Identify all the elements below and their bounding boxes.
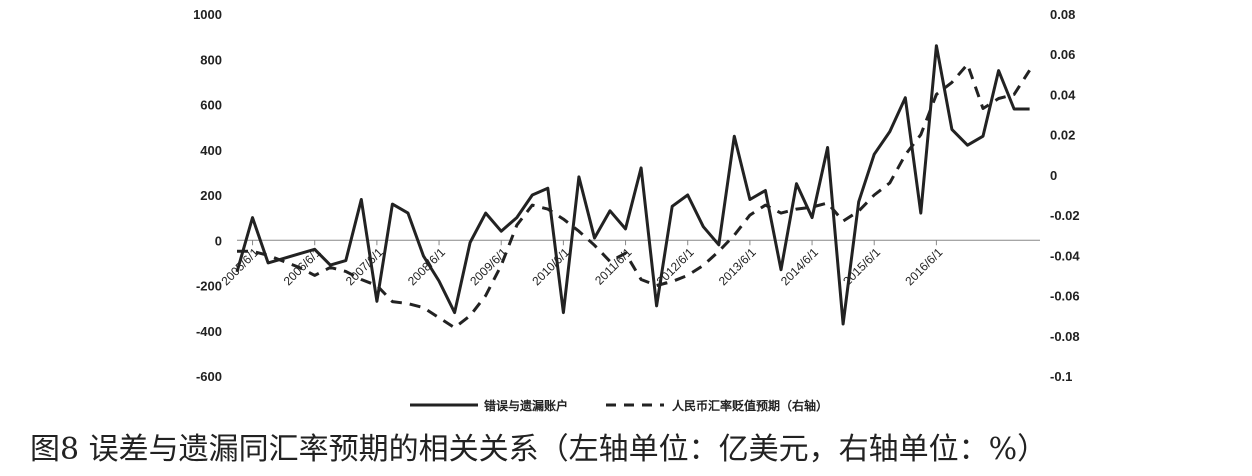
x-tick-label: 2016/6/1 (902, 245, 945, 288)
left-tick-label: -600 (196, 369, 222, 384)
right-tick-label: -0.04 (1050, 248, 1080, 263)
right-tick-label: 0.02 (1050, 128, 1075, 143)
right-tick-label: 0.08 (1050, 7, 1075, 22)
left-tick-label: 600 (200, 98, 222, 113)
left-tick-label: 800 (200, 52, 222, 67)
figure-caption: 图8 误差与遗漏同汇率预期的相关关系（左轴单位：亿美元，右轴单位：%） (30, 432, 1048, 467)
left-tick-label: 200 (200, 188, 222, 203)
right-tick-label: -0.08 (1050, 329, 1080, 344)
right-tick-label: 0.06 (1050, 47, 1075, 62)
left-tick-label: -200 (196, 279, 222, 294)
left-tick-label: 1000 (193, 7, 222, 22)
series-rmb-line (237, 62, 1031, 330)
right-tick-label: -0.02 (1050, 208, 1080, 223)
legend-label-errors: 错误与遗漏账户 (484, 398, 568, 413)
right-tick-label: 0 (1050, 168, 1057, 183)
x-tick-label: 2011/6/1 (592, 245, 635, 288)
legend: 错误与遗漏账户 人民币汇率贬值预期（右轴） (410, 398, 828, 413)
legend-label-rmb: 人民币汇率贬值预期（右轴） (672, 398, 828, 413)
series-errors-line (235, 44, 1030, 326)
left-axis-ticks: 1000 800 600 400 200 0 -200 -400 -600 (193, 7, 222, 384)
right-axis-ticks: 0.08 0.06 0.04 0.02 0 -0.02 -0.04 -0.06 -0.08 -0.… (1050, 7, 1080, 384)
x-tick-label: 2008/6/1 (405, 245, 448, 288)
x-tick-label: 2013/6/1 (716, 245, 759, 288)
x-tick-label: 2009/6/1 (467, 245, 510, 288)
left-tick-label: 400 (200, 143, 222, 158)
x-tick-label: 2015/6/1 (840, 245, 883, 288)
right-tick-label: -0.1 (1050, 369, 1072, 384)
right-tick-label: 0.04 (1050, 87, 1076, 102)
series-layer (235, 44, 1031, 330)
left-tick-label: -400 (196, 324, 222, 339)
left-tick-label: 0 (215, 233, 222, 248)
right-tick-label: -0.06 (1050, 289, 1080, 304)
